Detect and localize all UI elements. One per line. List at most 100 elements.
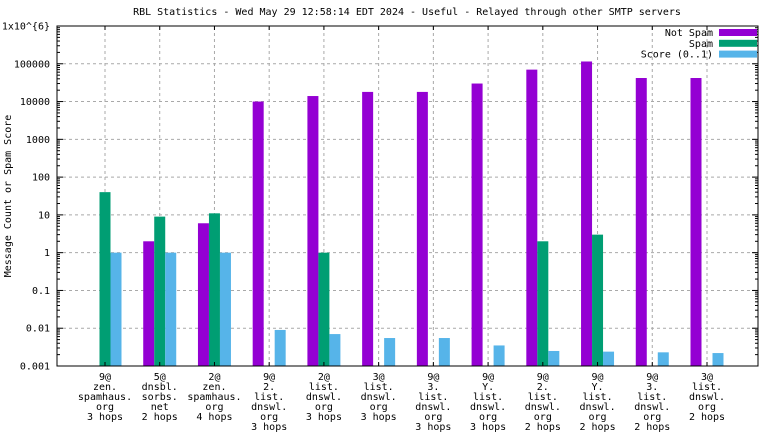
x-axis-label: org [534,412,552,423]
bar-not-spam [307,96,319,367]
x-axis-label: list. [582,392,612,403]
y-tick-label: 10 [38,210,50,221]
legend-swatch-score-0-1 [719,50,757,58]
x-axis-label: spamhaus. [78,392,132,403]
bar-spam [99,192,111,366]
bar-score-0-1 [438,338,450,366]
x-axis-label: 3@ [701,372,713,383]
x-axis-label: net [151,402,169,413]
x-axis-label: org [643,412,661,423]
x-axis-label: org [698,402,716,413]
legend-swatch-not-spam [719,29,757,36]
y-tick-label: 0.01 [26,324,50,335]
bar-score-0-1 [657,352,669,366]
x-axis-label: 3 hops [415,422,451,432]
x-axis-label: 2@ [208,372,220,383]
x-axis-label: 2 hops [634,422,670,432]
bar-not-spam [143,241,155,366]
x-axis-label: 9@ [99,372,111,383]
x-axis-label: zen. [93,382,117,393]
x-axis-label: dnswl. [579,402,615,413]
x-axis-label: list. [692,382,722,393]
x-axis-label: list. [637,392,667,403]
x-axis-label: 2 hops [142,412,178,423]
x-axis-label: org [315,402,333,413]
x-axis-label: 9@ [592,372,604,383]
bar-spam [592,234,604,366]
y-tick-label: 100 [32,173,50,184]
bar-score-0-1 [219,252,231,366]
x-axis-label: 2 hops [525,422,561,432]
y-tick-label: 0.001 [20,362,50,373]
x-axis-label: 2@ [318,372,330,383]
legend-label-score: Score (0..1) [641,50,713,61]
x-axis-label: 3 hops [470,422,506,432]
x-axis-label: sorbs. [142,392,178,403]
x-axis-label: dnswl. [689,392,725,403]
legend: Not Spam Spam Score (0..1) [641,28,757,61]
bar-not-spam [581,61,593,367]
x-axis-label: dnsbl. [142,382,178,393]
x-axis-label: 9@ [263,372,275,383]
x-axis-label: list. [254,392,284,403]
bar-score-0-1 [493,345,505,366]
bar-score-0-1 [384,338,396,366]
x-axis-label: 3 hops [87,412,123,423]
bar-score-0-1 [712,353,724,366]
x-axis-label: 2 hops [689,412,725,423]
x-axis-label: dnswl. [470,402,506,413]
x-axis-label: spamhaus. [187,392,241,403]
x-axis-label: 4 hops [196,412,232,423]
bar-score-0-1 [274,329,286,366]
plot-border-and-ticks [56,25,759,367]
x-axis-label: list. [364,382,394,393]
y-tick-label: 1x10^{6} [2,22,50,33]
x-axis-label: Y. [482,382,494,393]
x-axis-label: org [424,412,442,423]
y-tick-label: 100000 [14,59,50,70]
bar-spam [537,241,549,366]
bar-spam [208,213,220,366]
bar-not-spam [197,223,209,366]
plot-border [56,25,759,367]
y-axis-tick-labels: 1x10^{6} 100000 10000 1000 100 10 1 0.1 0.01 0.00… [2,22,50,373]
x-axis-label: dnswl. [525,402,561,413]
x-axis-label: 2 hops [579,422,615,432]
y-axis-title: Message Count or Spam Score [3,115,14,278]
x-axis-label: 9@ [646,372,658,383]
x-axis-label: list. [528,392,558,403]
x-axis-label: org [205,402,223,413]
x-axis-label: list. [418,392,448,403]
x-axis-label: zen. [202,382,226,393]
bar-not-spam [526,69,538,366]
bar-score-0-1 [329,334,341,366]
y-tick-label: 1 [44,248,50,259]
legend-swatches [719,29,757,58]
bar-not-spam [690,78,702,366]
x-axis-label: 3 hops [361,412,397,423]
x-axis-label: dnswl. [251,402,287,413]
bar-score-0-1 [110,252,122,366]
bar-not-spam [252,101,264,367]
bar-not-spam [416,91,428,366]
legend-swatch-spam [719,39,757,47]
y-tick-label: 1000 [26,135,50,146]
x-axis-label: dnswl. [634,402,670,413]
legend-label-spam: Spam [689,39,713,50]
bar-score-0-1 [603,351,615,366]
x-axis-label: dnswl. [361,392,397,403]
bar-spam [154,216,166,366]
bar-spam [318,252,330,366]
x-axis-label: 9@ [537,372,549,383]
y-tick-label: 10000 [20,97,50,108]
legend-label-not-spam: Not Spam [665,28,713,39]
bar-score-0-1 [548,350,560,366]
x-axis-label: dnswl. [415,402,451,413]
y-tick-label: 0.1 [32,286,50,297]
x-axis-label: 3. [646,382,658,393]
x-axis-label: 3. [427,382,439,393]
x-axis-label: dnswl. [306,392,342,403]
